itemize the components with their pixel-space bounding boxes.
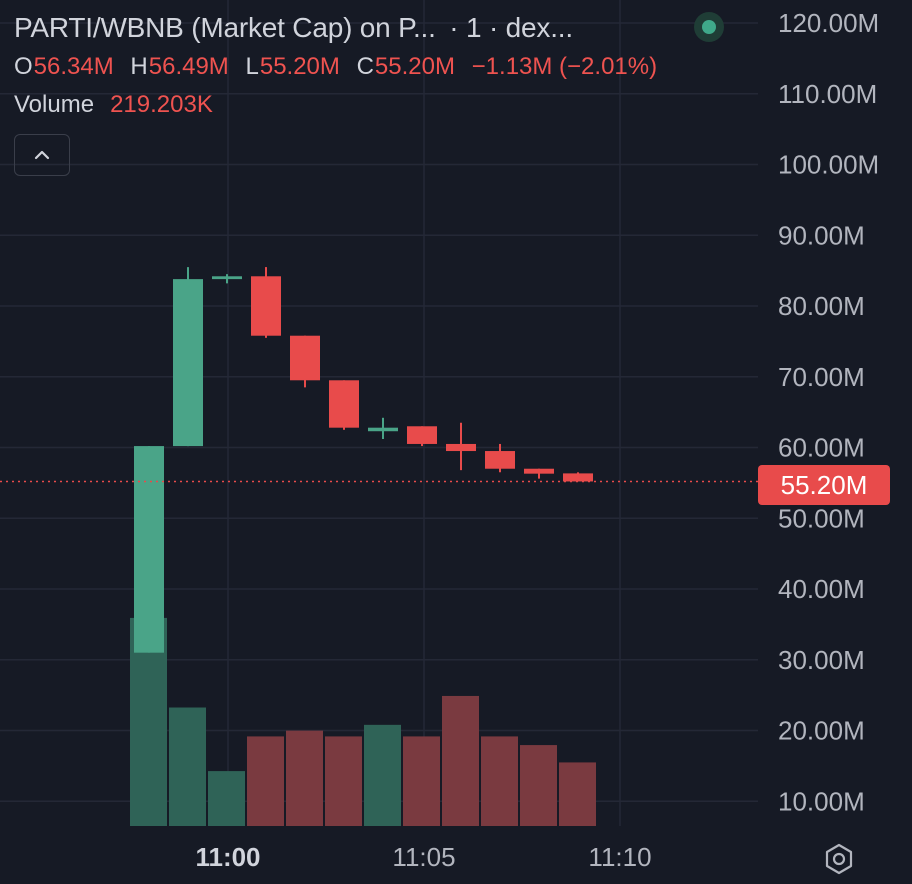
price-tick-label: 20.00M bbox=[778, 716, 865, 746]
price-tick-label: 40.00M bbox=[778, 574, 865, 604]
candle bbox=[524, 468, 554, 479]
volume-bar bbox=[286, 730, 323, 826]
volume-bar bbox=[481, 736, 518, 826]
candle bbox=[290, 335, 320, 388]
volume-bar bbox=[559, 762, 596, 826]
candle bbox=[173, 267, 203, 447]
time-tick-label: 11:00 bbox=[195, 842, 260, 872]
volume-bar bbox=[325, 736, 362, 826]
legend: PARTI/WBNB (Market Cap) on P... · 1 · de… bbox=[14, 8, 667, 124]
candle bbox=[329, 380, 359, 430]
interval-label[interactable]: · 1 · dex... bbox=[449, 12, 573, 43]
candle-body bbox=[407, 426, 437, 444]
settings-button[interactable] bbox=[822, 842, 856, 876]
status-dot-icon[interactable] bbox=[694, 12, 724, 42]
high-value: 56.49M bbox=[148, 53, 229, 80]
low-value: 55.20M bbox=[259, 53, 340, 80]
candle bbox=[212, 274, 242, 284]
status-dot-inner bbox=[702, 20, 716, 34]
volume-value: 219.203K bbox=[110, 91, 213, 118]
open-label: O bbox=[14, 53, 33, 80]
volume-bar bbox=[364, 724, 401, 826]
price-tick-label: 100.00M bbox=[778, 150, 879, 180]
collapse-legend-button[interactable] bbox=[14, 134, 70, 176]
candle-body bbox=[524, 468, 554, 474]
close-label: C bbox=[356, 53, 374, 80]
candle bbox=[563, 472, 593, 482]
symbol-title[interactable]: PARTI/WBNB (Market Cap) on P... bbox=[14, 12, 436, 43]
volume-bar bbox=[403, 736, 440, 826]
price-tick-label: 30.00M bbox=[778, 645, 865, 675]
close-value: 55.20M bbox=[374, 53, 455, 80]
candle-body bbox=[368, 427, 398, 432]
grid bbox=[0, 0, 758, 826]
candle-body bbox=[134, 446, 164, 653]
low-label: L bbox=[245, 53, 259, 80]
volume-bar bbox=[169, 707, 206, 826]
volume-bar bbox=[520, 745, 557, 826]
volume-label: Volume bbox=[14, 91, 95, 118]
candle-body bbox=[329, 380, 359, 428]
open-value: 56.34M bbox=[33, 53, 114, 80]
candle-body bbox=[563, 473, 593, 482]
price-tick-label: 110.00M bbox=[778, 79, 877, 109]
volume-bar bbox=[208, 771, 245, 826]
candle-body bbox=[485, 451, 515, 469]
price-tick-label: 120.00M bbox=[778, 8, 879, 38]
price-tick-label: 80.00M bbox=[778, 291, 865, 321]
volume-bar bbox=[247, 736, 284, 826]
high-label: H bbox=[130, 53, 148, 80]
candle-body bbox=[290, 335, 320, 381]
ohlc-row: O56.34M H56.49M L55.20M C55.20M −1.13M (… bbox=[14, 48, 667, 86]
chevron-up-icon bbox=[34, 150, 50, 160]
candle bbox=[485, 443, 515, 473]
candle-body bbox=[212, 276, 242, 280]
time-tick-label: 11:10 bbox=[588, 842, 651, 872]
price-axis: 10.00M 20.00M 30.00M 40.00M 50.00M 60.00M 70.0… bbox=[778, 8, 879, 816]
volume-bar bbox=[442, 695, 479, 826]
time-axis: 11:00 11:05 11:10 bbox=[195, 842, 651, 872]
time-tick-label: 11:05 bbox=[392, 842, 455, 872]
gear-icon bbox=[825, 843, 853, 875]
candle bbox=[368, 417, 398, 440]
change-value: −1.13M (−2.01%) bbox=[471, 53, 658, 80]
candle-body bbox=[173, 279, 203, 447]
candle-body bbox=[446, 443, 476, 452]
candles bbox=[134, 267, 593, 653]
volume-bars bbox=[130, 617, 596, 826]
candle bbox=[446, 422, 476, 471]
candle bbox=[251, 267, 281, 338]
price-tick-label: 90.00M bbox=[778, 220, 865, 250]
last-price-tag: 55.20M bbox=[758, 465, 890, 505]
price-tick-label: 10.00M bbox=[778, 786, 865, 816]
candle bbox=[407, 426, 437, 447]
price-tick-label: 70.00M bbox=[778, 362, 865, 392]
price-tick-label: 50.00M bbox=[778, 503, 865, 533]
candle-body bbox=[251, 276, 281, 336]
volume-row: Volume 219.203K bbox=[14, 86, 667, 124]
price-tick-label: 60.00M bbox=[778, 433, 865, 463]
legend-title-row: PARTI/WBNB (Market Cap) on P... · 1 · de… bbox=[14, 8, 667, 48]
candle bbox=[134, 446, 164, 653]
